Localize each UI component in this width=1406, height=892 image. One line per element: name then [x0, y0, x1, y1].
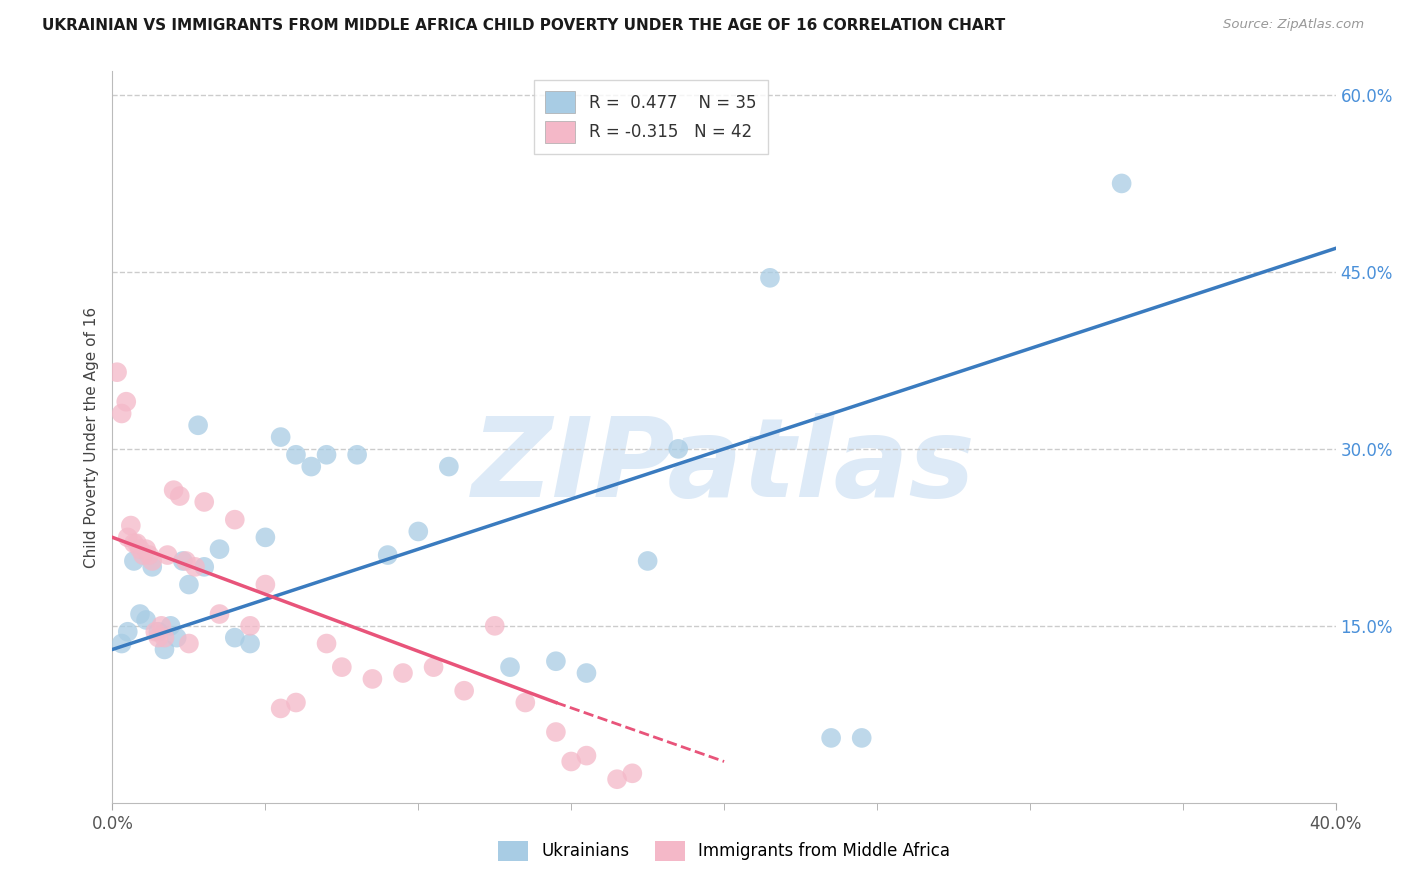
- Point: [560, 755, 582, 769]
- Point: [143, 624, 166, 639]
- Point: [408, 524, 430, 539]
- Point: [575, 666, 598, 681]
- Point: [437, 459, 460, 474]
- Point: [224, 631, 246, 645]
- Point: [138, 548, 160, 562]
- Point: [544, 654, 567, 668]
- Point: [851, 731, 873, 745]
- Point: [315, 636, 337, 650]
- Y-axis label: Child Poverty Under the Age of 16: Child Poverty Under the Age of 16: [83, 307, 98, 567]
- Point: [184, 559, 207, 574]
- Point: [270, 701, 292, 715]
- Point: [135, 542, 157, 557]
- Point: [315, 448, 337, 462]
- Point: [169, 489, 191, 503]
- Point: [159, 619, 181, 633]
- Point: [148, 624, 170, 639]
- Point: [392, 666, 415, 681]
- Point: [820, 731, 842, 745]
- Point: [111, 407, 134, 421]
- Point: [499, 660, 522, 674]
- Point: [637, 554, 659, 568]
- Point: [346, 448, 368, 462]
- Point: [115, 394, 138, 409]
- Point: [270, 430, 292, 444]
- Point: [135, 613, 157, 627]
- Point: [177, 577, 200, 591]
- Point: [239, 619, 262, 633]
- Text: Source: ZipAtlas.com: Source: ZipAtlas.com: [1223, 18, 1364, 31]
- Point: [575, 748, 598, 763]
- Point: [132, 548, 155, 562]
- Point: [621, 766, 644, 780]
- Text: ZIPatlas: ZIPatlas: [472, 413, 976, 520]
- Point: [111, 636, 134, 650]
- Point: [117, 624, 139, 639]
- Point: [141, 554, 163, 568]
- Point: [330, 660, 353, 674]
- Legend: Ukrainians, Immigrants from Middle Africa: Ukrainians, Immigrants from Middle Afric…: [492, 834, 956, 868]
- Point: [208, 607, 231, 621]
- Point: [174, 554, 197, 568]
- Point: [156, 548, 179, 562]
- Point: [187, 418, 209, 433]
- Point: [105, 365, 128, 379]
- Point: [666, 442, 689, 456]
- Point: [361, 672, 384, 686]
- Point: [299, 459, 322, 474]
- Point: [129, 607, 152, 621]
- Point: [153, 631, 176, 645]
- Point: [153, 642, 176, 657]
- Point: [193, 559, 215, 574]
- Point: [150, 619, 173, 633]
- Point: [122, 554, 145, 568]
- Point: [129, 542, 152, 557]
- Point: [148, 631, 170, 645]
- Point: [208, 542, 231, 557]
- Point: [125, 536, 148, 550]
- Point: [422, 660, 444, 674]
- Point: [1111, 177, 1133, 191]
- Point: [254, 530, 277, 544]
- Point: [117, 530, 139, 544]
- Point: [254, 577, 277, 591]
- Point: [284, 448, 308, 462]
- Point: [606, 772, 628, 787]
- Point: [177, 636, 200, 650]
- Point: [377, 548, 399, 562]
- Point: [224, 513, 246, 527]
- Point: [193, 495, 215, 509]
- Point: [141, 559, 163, 574]
- Point: [759, 270, 782, 285]
- Point: [453, 683, 475, 698]
- Point: [172, 554, 194, 568]
- Point: [484, 619, 506, 633]
- Point: [544, 725, 567, 739]
- Point: [122, 536, 145, 550]
- Point: [515, 696, 537, 710]
- Point: [120, 518, 142, 533]
- Point: [163, 483, 186, 498]
- Point: [239, 636, 262, 650]
- Point: [284, 696, 308, 710]
- Point: [166, 631, 188, 645]
- Text: UKRAINIAN VS IMMIGRANTS FROM MIDDLE AFRICA CHILD POVERTY UNDER THE AGE OF 16 COR: UKRAINIAN VS IMMIGRANTS FROM MIDDLE AFRI…: [42, 18, 1005, 33]
